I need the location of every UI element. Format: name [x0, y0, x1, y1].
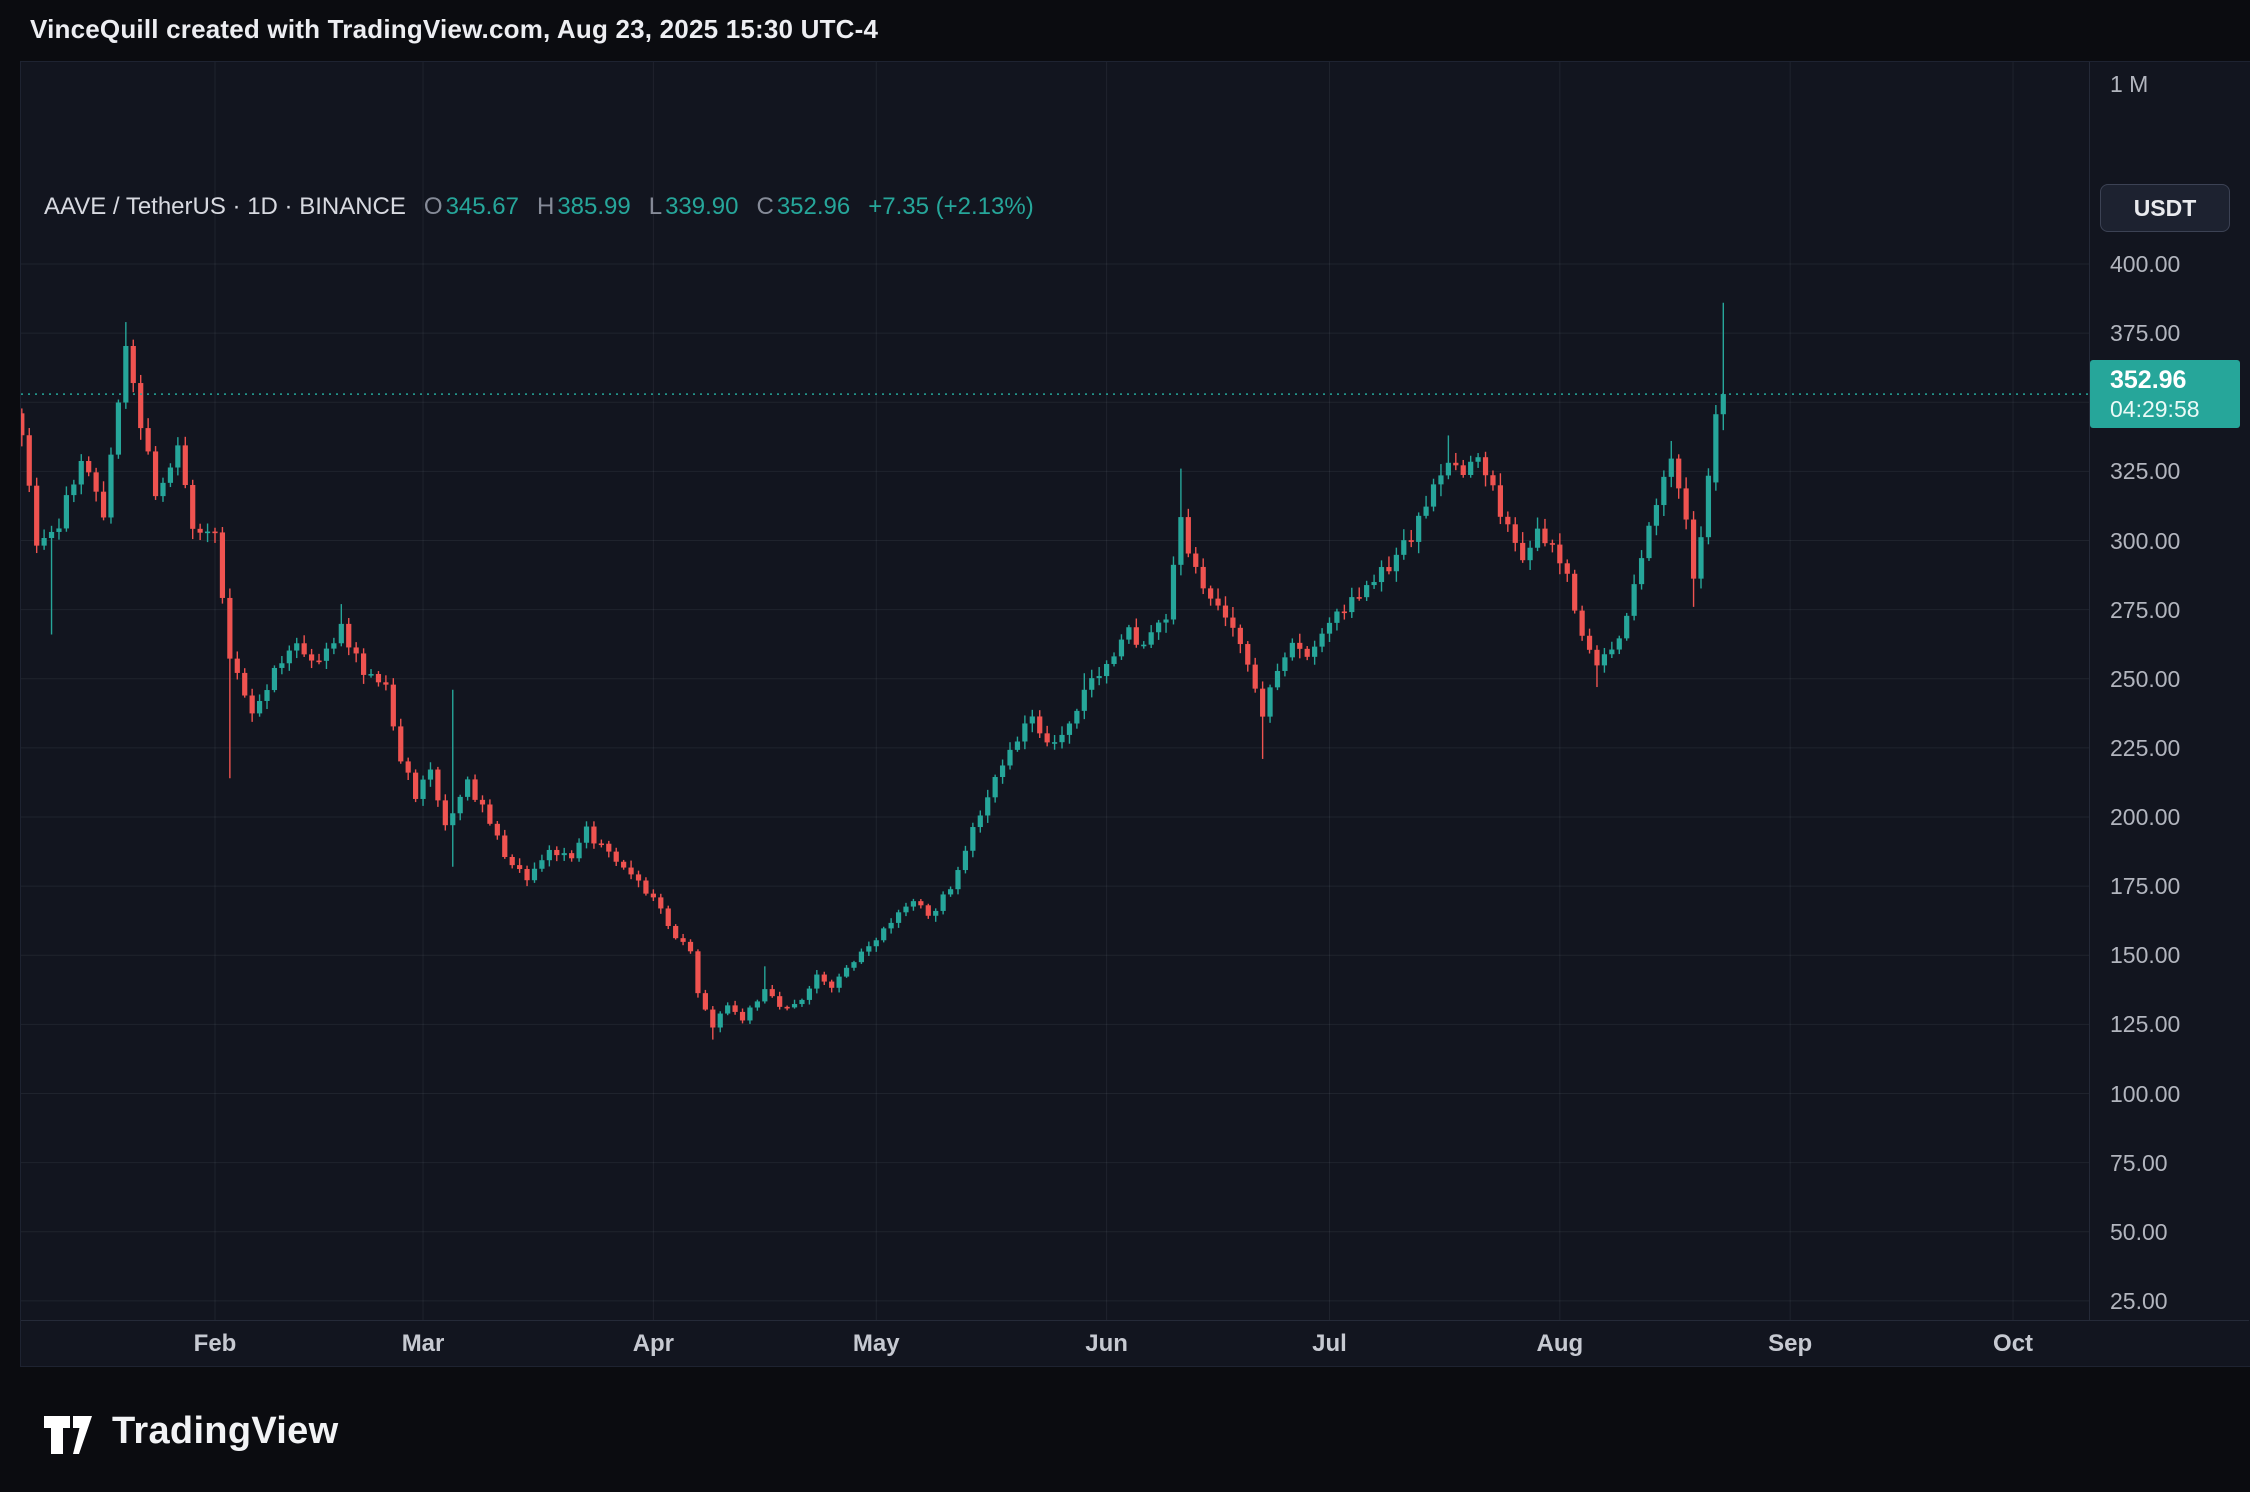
month-tick-label: Apr — [632, 1330, 675, 1357]
last-price-badge: 352.96 04:29:58 — [2090, 360, 2240, 429]
ohlc-key: O — [423, 193, 443, 220]
change-value: +7.35 (+2.13%) — [868, 193, 1034, 220]
tradingview-footer-logo[interactable]: TradingView — [40, 1403, 338, 1459]
range-label: 1 M — [2110, 71, 2149, 97]
month-tick-label: Aug — [1536, 1330, 1584, 1357]
price-tick-label: 75.00 — [2110, 1149, 2168, 1176]
ohlc-key: L — [648, 193, 663, 220]
price-tick-label: 400.00 — [2110, 251, 2181, 277]
candlestick-canvas[interactable] — [21, 62, 2089, 1320]
month-tick-label: Oct — [1993, 1330, 2034, 1357]
month-tick-label: Jun — [1085, 1330, 1128, 1357]
tradingview-logo-icon — [44, 1416, 92, 1454]
price-tick-label: 325.00 — [2110, 458, 2181, 485]
price-tick-label: 125.00 — [2110, 1011, 2181, 1038]
symbol-title[interactable]: AAVE / TetherUS · 1D · BINANCE — [44, 193, 406, 220]
price-tick-label: 100.00 — [2110, 1080, 2181, 1107]
tradingview-brand-text: TradingView — [112, 1409, 339, 1452]
ohlc-key: C — [756, 193, 774, 220]
ohlc-value: 385.99 — [557, 193, 631, 220]
bar-countdown: 04:29:58 — [2110, 396, 2200, 423]
price-tick-label: 250.00 — [2110, 665, 2181, 692]
month-tick-label: Jul — [1312, 1330, 1347, 1357]
price-tick-label: 225.00 — [2110, 734, 2181, 761]
price-tick-label: 150.00 — [2110, 942, 2181, 969]
month-tick-label: Feb — [193, 1330, 237, 1357]
month-tick-label: Mar — [401, 1330, 445, 1357]
price-tick-label: 50.00 — [2110, 1218, 2168, 1245]
month-tick-label: May — [852, 1330, 900, 1357]
currency-toggle-button[interactable]: USDT — [2100, 184, 2230, 232]
time-axis[interactable]: Feb Mar Apr May Jun Jul Aug Sep Oct — [21, 1320, 2249, 1366]
ohlc-value: 339.90 — [665, 193, 739, 220]
ohlc-value: 345.67 — [445, 193, 519, 220]
watermark-header: VinceQuill created with TradingView.com,… — [30, 14, 879, 44]
price-tick-label: 200.00 — [2110, 804, 2181, 830]
price-tick-label: 275.00 — [2110, 596, 2181, 623]
ohlc-values: O 345.67 H 385.99 L 339.90 C 352.96 — [406, 193, 850, 220]
price-tick-label: 175.00 — [2110, 873, 2181, 900]
ohlc-key: H — [536, 193, 555, 220]
ohlc-value: 352.96 — [776, 193, 851, 220]
last-price-value: 352.96 — [2110, 366, 2187, 395]
chart-widget: AAVE / TetherUS · 1D · BINANCE O 345.67 H 38… — [20, 61, 2250, 1367]
month-tick-label: Sep — [1768, 1330, 1813, 1357]
chart-legend: AAVE / TetherUS · 1D · BINANCE O 345.67 H 38… — [44, 191, 1034, 223]
price-tick-label: 300.00 — [2110, 527, 2181, 554]
price-tick-label: 25.00 — [2110, 1287, 2168, 1314]
price-tick-label: 375.00 — [2110, 320, 2181, 347]
price-axis[interactable]: 1 M USDT 400.00375.00350.00325.00300.002… — [2089, 62, 2250, 1366]
